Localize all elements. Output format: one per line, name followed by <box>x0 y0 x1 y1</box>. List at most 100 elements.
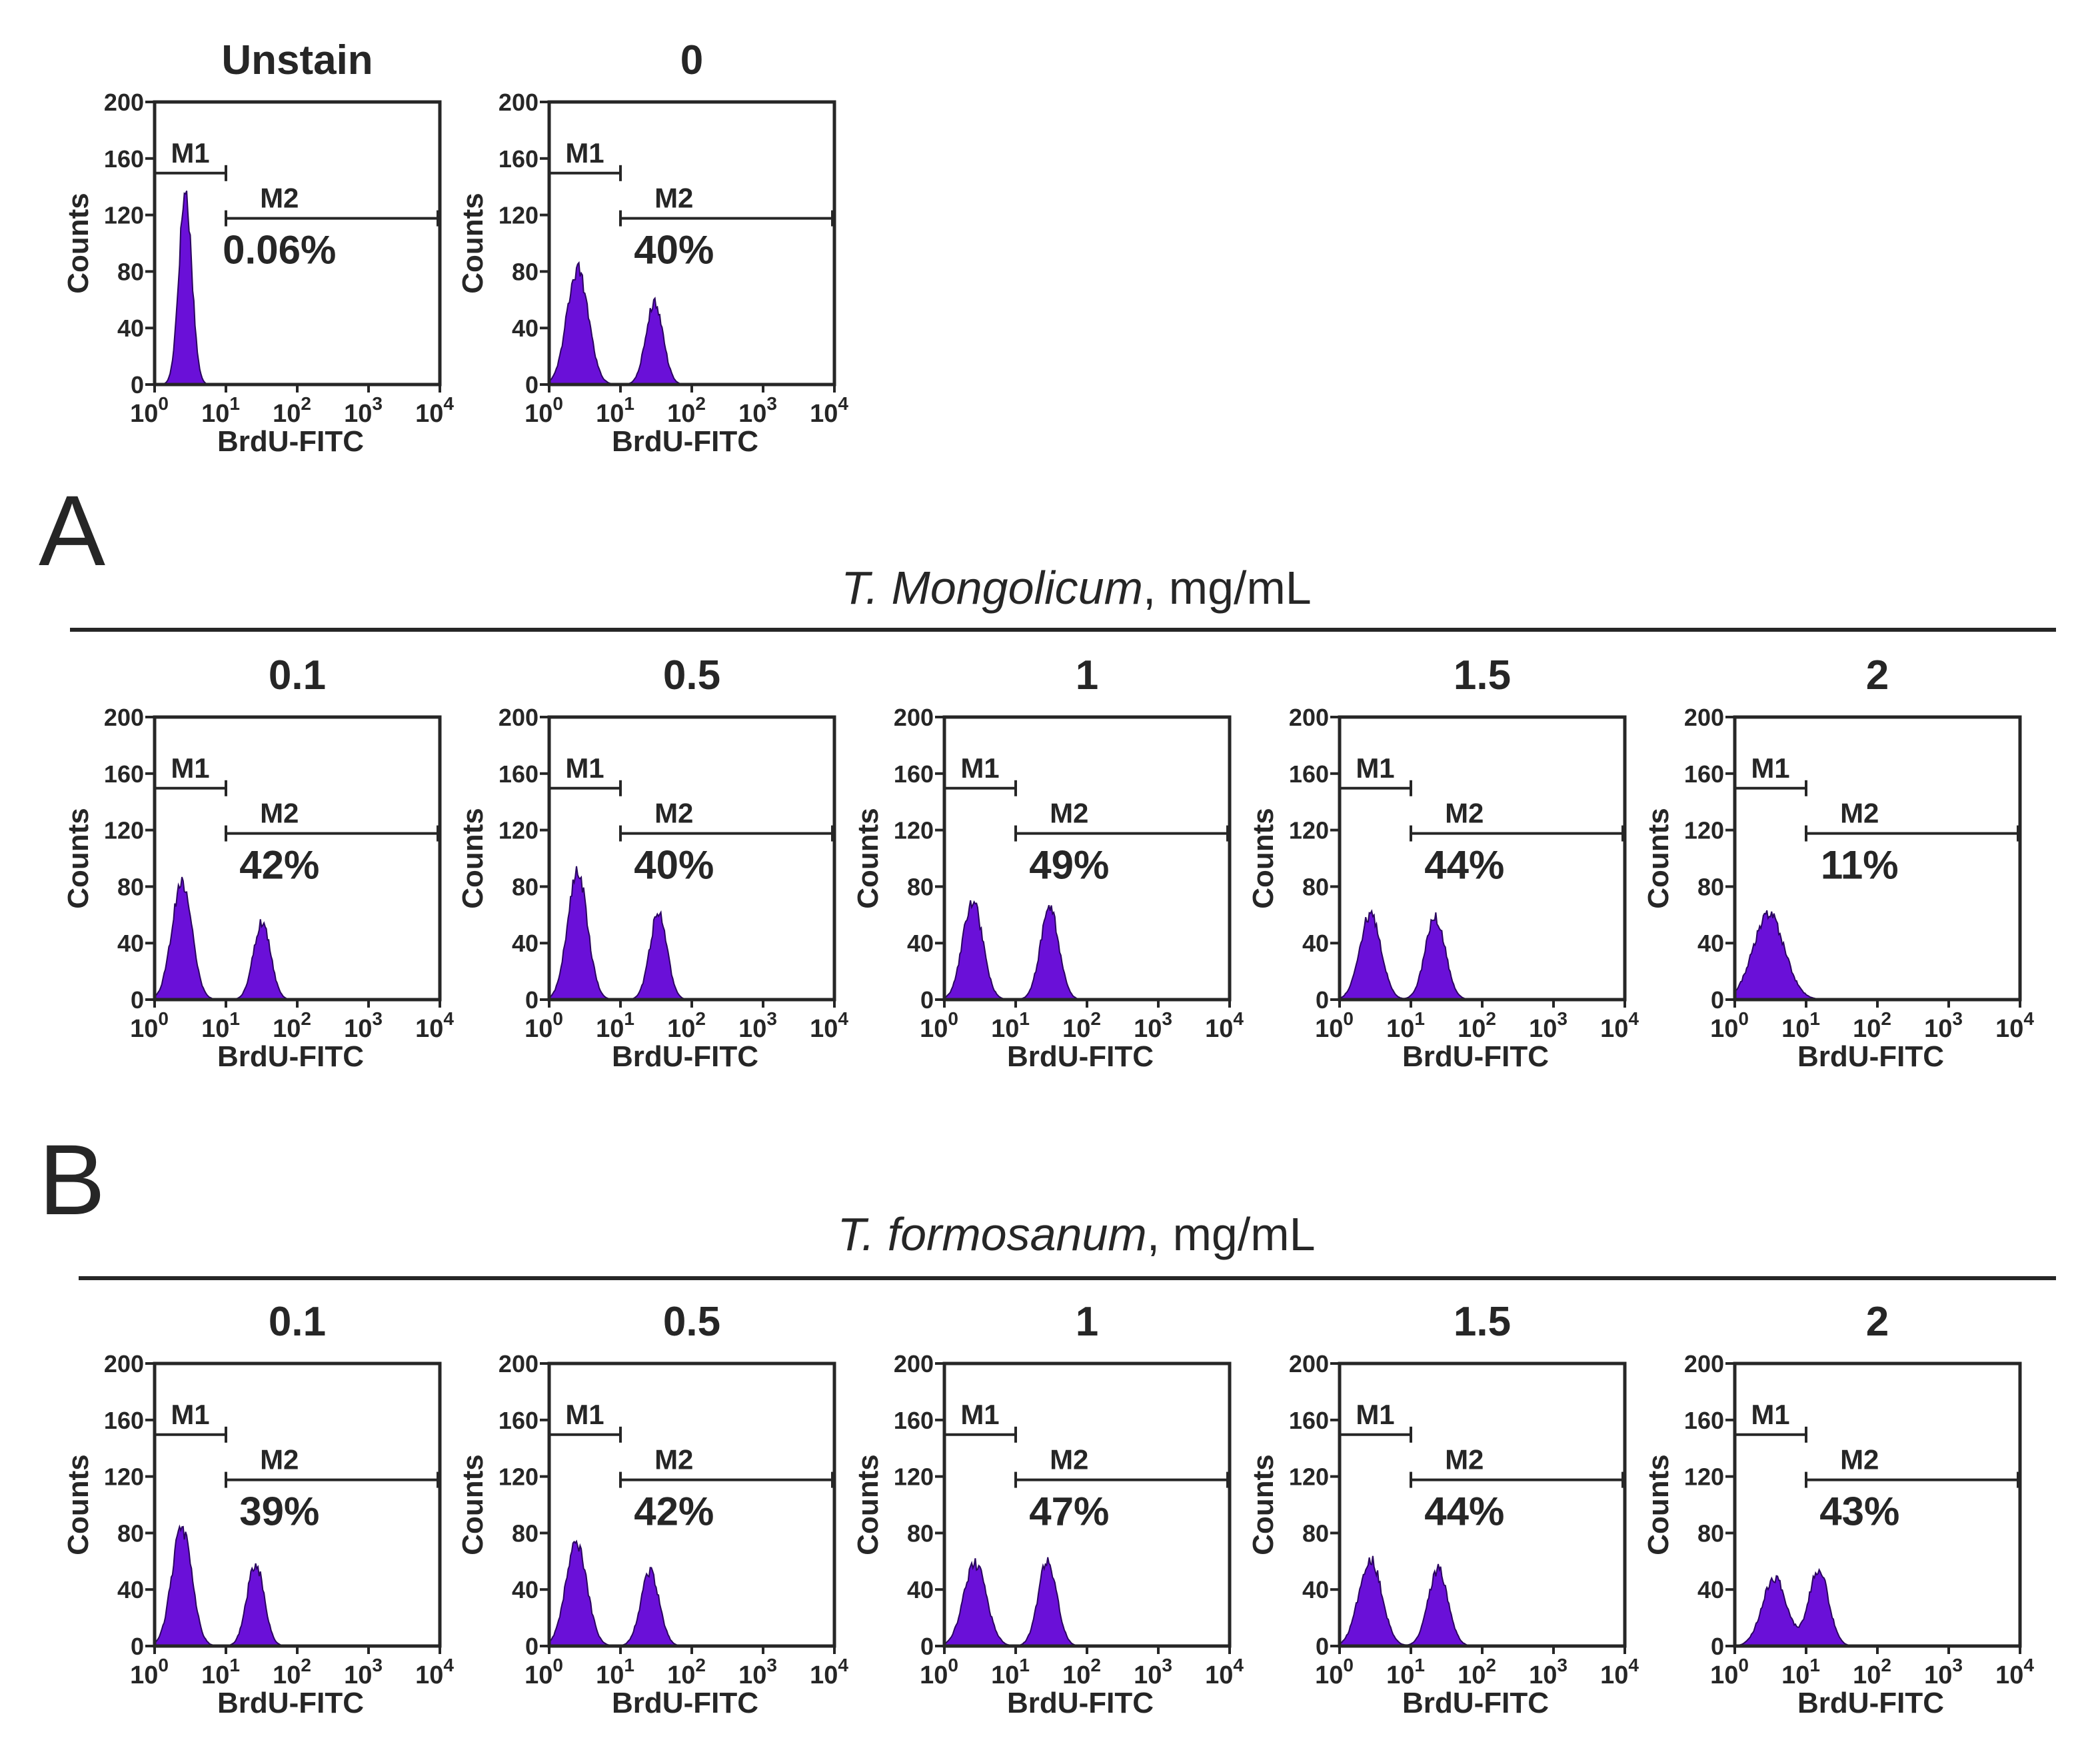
x-tick-exponent: 0 <box>1738 1008 1749 1029</box>
x-tick-base: 10 <box>738 1015 766 1043</box>
y-tick-label: 160 <box>1684 760 1724 788</box>
x-tick-base: 10 <box>1600 1661 1628 1689</box>
panel-title: 2 <box>1866 1299 1889 1345</box>
x-tick-base: 10 <box>1710 1661 1738 1689</box>
x-tick-label: 102 <box>667 393 706 428</box>
x-tick-base: 10 <box>130 1015 158 1043</box>
y-tick-label: 160 <box>1684 1407 1724 1434</box>
x-tick-base: 10 <box>1458 1015 1486 1043</box>
gate-percent: 42% <box>634 1489 714 1534</box>
x-tick-label: 100 <box>920 1655 958 1689</box>
x-tick-exponent: 1 <box>1414 1655 1425 1675</box>
species-name-b: T. formosanum <box>837 1208 1146 1260</box>
x-tick-label: 104 <box>1205 1655 1244 1689</box>
x-tick-base: 10 <box>810 400 838 428</box>
x-tick-label: 100 <box>130 393 169 428</box>
panel-label-b: B <box>39 1124 105 1236</box>
x-tick-base: 10 <box>525 400 552 428</box>
x-axis-label: BrdU-FITC <box>217 1687 364 1719</box>
x-tick-label: 100 <box>1315 1655 1354 1689</box>
x-tick-label: 102 <box>1458 1655 1496 1689</box>
x-tick-label: 103 <box>738 393 777 428</box>
x-tick-label: 103 <box>1924 1008 1963 1043</box>
y-tick-label: 0 <box>1711 986 1724 1014</box>
x-tick-exponent: 2 <box>1090 1008 1101 1029</box>
gate-percent: 43% <box>1819 1489 1899 1534</box>
gate-label: M1 <box>171 137 209 169</box>
y-tick-label: 40 <box>512 1576 538 1603</box>
y-axis-label: Counts <box>852 808 884 909</box>
x-tick-label: 102 <box>667 1008 706 1043</box>
x-tick-exponent: 4 <box>1233 1655 1244 1675</box>
gate-label: M1 <box>1751 1399 1789 1430</box>
x-tick-base: 10 <box>201 1015 229 1043</box>
y-tick-label: 0 <box>525 1633 538 1660</box>
gate-label: M2 <box>1050 1444 1088 1475</box>
x-tick-exponent: 3 <box>372 393 383 414</box>
x-tick-base: 10 <box>525 1015 552 1043</box>
x-tick-label: 103 <box>1529 1655 1568 1689</box>
x-tick-base: 10 <box>1458 1661 1486 1689</box>
x-tick-label: 103 <box>1529 1008 1568 1043</box>
x-tick-label: 100 <box>1710 1655 1749 1689</box>
gate-label: M2 <box>260 798 299 829</box>
y-tick-label: 120 <box>1684 817 1724 844</box>
x-tick-exponent: 3 <box>1162 1008 1172 1029</box>
x-tick-label: 101 <box>1386 1008 1425 1043</box>
x-tick-base: 10 <box>1924 1661 1952 1689</box>
panel-label-a: A <box>39 474 105 586</box>
gate-marker-m1: M1 <box>1338 1399 1412 1443</box>
unit-label-b: , mg/mL <box>1147 1208 1316 1260</box>
y-tick-label: 160 <box>104 760 144 788</box>
x-tick-exponent: 2 <box>1090 1655 1101 1675</box>
x-tick-exponent: 3 <box>1557 1655 1568 1675</box>
y-tick-label: 200 <box>104 89 144 116</box>
x-tick-base: 10 <box>1853 1661 1881 1689</box>
x-tick-label: 102 <box>1062 1008 1101 1043</box>
x-tick-base: 10 <box>130 1661 158 1689</box>
x-tick-label: 101 <box>201 1008 240 1043</box>
x-tick-exponent: 1 <box>624 393 634 414</box>
x-tick-label: 103 <box>344 393 383 428</box>
x-tick-exponent: 3 <box>1952 1655 1963 1675</box>
y-tick-label: 80 <box>117 873 144 900</box>
x-tick-exponent: 2 <box>695 1008 706 1029</box>
gate-label: M1 <box>171 1399 209 1430</box>
x-tick-base: 10 <box>1710 1015 1738 1043</box>
x-tick-exponent: 0 <box>158 393 169 414</box>
x-tick-base: 10 <box>415 1661 443 1689</box>
x-tick-base: 10 <box>1781 1661 1809 1689</box>
panel-title: 0.5 <box>663 1299 720 1345</box>
x-tick-label: 100 <box>1315 1008 1354 1043</box>
x-tick-base: 10 <box>1529 1661 1557 1689</box>
gate-percent: 40% <box>634 228 714 273</box>
x-tick-label: 104 <box>415 1655 454 1689</box>
gate-percent: 47% <box>1029 1489 1109 1534</box>
panel-title: 0.1 <box>269 1299 326 1345</box>
x-tick-exponent: 4 <box>443 393 454 414</box>
gate-label: M2 <box>260 1444 299 1475</box>
y-tick-label: 120 <box>499 1463 538 1491</box>
x-tick-label: 101 <box>201 393 240 428</box>
y-tick-label: 80 <box>907 873 934 900</box>
x-tick-label: 104 <box>1995 1008 2034 1043</box>
x-tick-label: 104 <box>415 1008 454 1043</box>
x-tick-label: 101 <box>201 1655 240 1689</box>
x-tick-base: 10 <box>1205 1661 1233 1689</box>
gate-marker-m1: M1 <box>153 137 227 181</box>
gate-percent: 11% <box>1821 843 1899 888</box>
y-tick-label: 160 <box>894 1407 934 1434</box>
y-tick-label: 40 <box>907 1576 934 1603</box>
x-tick-base: 10 <box>344 1015 372 1043</box>
y-tick-label: 40 <box>512 315 538 342</box>
x-tick-exponent: 2 <box>301 393 311 414</box>
y-tick-label: 160 <box>1289 1407 1329 1434</box>
gate-percent: 40% <box>634 843 714 888</box>
x-tick-base: 10 <box>415 400 443 428</box>
x-tick-base: 10 <box>667 1661 695 1689</box>
x-axis-label: BrdU-FITC <box>1007 1687 1154 1719</box>
